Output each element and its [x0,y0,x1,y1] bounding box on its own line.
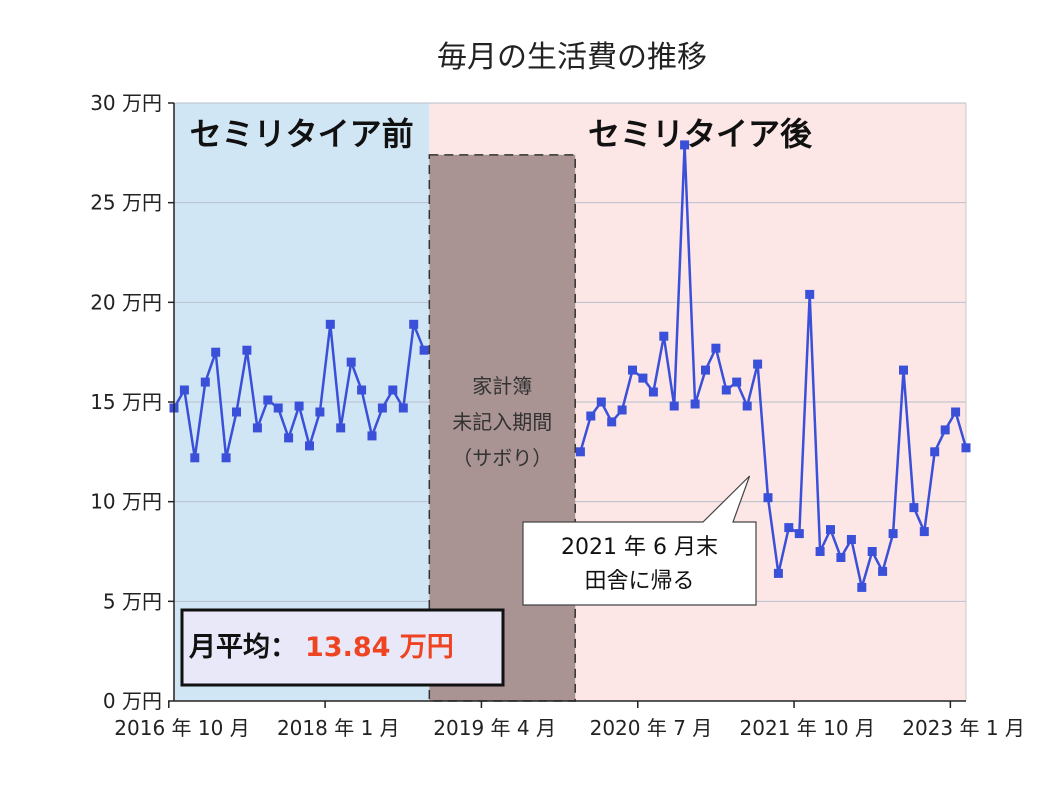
data-point [377,403,387,413]
x-tick-label: 2018 年 1 月 [277,716,400,740]
unrecorded-period-label: 家計簿 [472,374,532,398]
x-tick-label: 2023 年 1 月 [902,716,1025,740]
data-point [815,547,825,556]
data-point [200,377,210,387]
data-point [179,385,189,395]
data-point [232,407,241,417]
data-point [575,447,585,457]
data-point [263,395,273,405]
data-point [846,535,856,544]
average-label: 月平均： [188,632,297,663]
x-tick-label: 2016 年 10 月 [114,716,249,740]
data-point [690,399,700,409]
region-title: セミリタイア後 [588,115,813,153]
data-point [398,403,408,413]
data-point [659,331,669,341]
y-tick-label: 5 万円 [103,589,162,613]
average-text: 月平均： 13.84 万円 [188,632,454,663]
data-point [742,401,752,411]
unrecorded-period-label: 未記入期間 [452,410,552,434]
data-point [294,401,304,411]
data-point [409,319,419,329]
data-point [628,365,637,375]
data-point [273,403,283,413]
data-point [888,529,898,539]
y-tick-label: 10 万円 [90,490,162,514]
x-tick-label: 2020 年 7 月 [590,716,713,740]
data-point [836,553,846,562]
data-point [930,447,940,457]
data-point [940,425,950,435]
data-point [919,527,929,537]
data-point [680,140,690,150]
data-point [596,397,606,407]
data-point [826,525,835,535]
data-point [190,453,200,463]
data-point [711,343,721,353]
data-point [721,385,731,395]
average-value: 13.84 万円 [305,632,454,663]
data-point [648,387,658,397]
x-tick-label: 2021 年 10 月 [740,716,875,740]
data-point [336,423,346,433]
average-box [180,608,505,687]
data-point [211,347,221,357]
data-point [951,407,961,417]
unrecorded-period-label: （サボり） [452,446,552,470]
data-point [784,523,794,533]
data-point [732,377,742,387]
data-point [961,443,971,453]
y-tick-label: 25 万円 [90,191,162,215]
data-point [805,289,815,299]
y-tick-label: 15 万円 [90,390,162,414]
data-point [638,373,648,383]
data-point [357,385,367,395]
data-point [773,568,783,578]
data-point [763,493,773,503]
data-point [284,433,294,443]
data-point [607,417,617,427]
y-tick-label: 0 万円 [103,689,162,713]
data-point [315,407,325,417]
data-point [909,503,919,513]
region-title: セミリタイア前 [190,115,414,153]
data-point [753,359,763,369]
annotation-text: 2021 年 6 月末 [561,535,718,560]
data-point [252,423,262,433]
chart-title: 毎月の生活費の推移 [437,40,707,75]
data-point [586,411,596,421]
y-tick-label: 30 万円 [90,91,162,115]
data-point [388,385,398,395]
data-point [367,431,377,441]
annotation-callout [522,475,757,606]
data-point [617,405,627,415]
data-point [221,453,231,463]
data-point [346,357,356,367]
data-point [701,365,710,375]
data-point [878,566,888,576]
data-point [669,401,679,411]
data-point [419,345,429,355]
annotation-text: 田舎に帰る [584,569,694,594]
data-point [305,441,314,451]
data-point [899,365,908,375]
data-point [794,529,804,539]
data-point [242,345,252,355]
x-tick-label: 2019 年 4 月 [433,716,556,740]
y-tick-label: 20 万円 [90,290,162,314]
data-point [857,582,867,592]
data-point [867,547,877,556]
data-point [325,319,335,329]
